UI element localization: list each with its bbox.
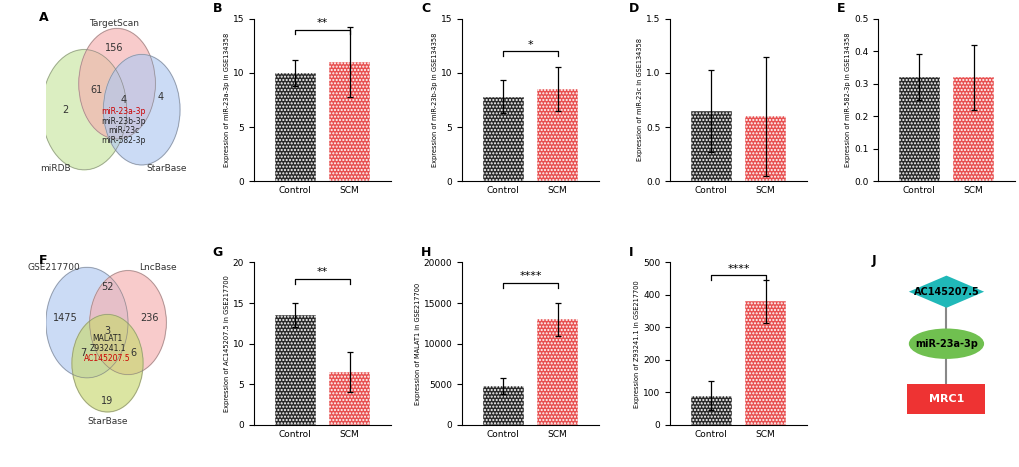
- Text: A: A: [39, 11, 49, 23]
- Ellipse shape: [46, 267, 128, 378]
- Bar: [690, 111, 732, 181]
- Bar: [482, 97, 524, 181]
- Ellipse shape: [71, 314, 143, 412]
- Ellipse shape: [103, 55, 179, 165]
- Text: miR-23a-3p: miR-23a-3p: [102, 107, 146, 116]
- Y-axis label: Expression of Z93241.1 in GSE217700: Expression of Z93241.1 in GSE217700: [634, 280, 640, 408]
- Ellipse shape: [42, 50, 126, 170]
- Bar: [952, 77, 994, 181]
- Text: miR-23b-3p: miR-23b-3p: [102, 117, 146, 126]
- Text: B: B: [213, 2, 222, 15]
- Text: 1475: 1475: [53, 313, 77, 323]
- Y-axis label: Expression of miR-23c in GSE134358: Expression of miR-23c in GSE134358: [637, 38, 643, 162]
- Bar: [744, 302, 786, 425]
- Y-axis label: Expression of miR-23b-3p in GSE134358: Expression of miR-23b-3p in GSE134358: [431, 33, 437, 167]
- Text: J: J: [870, 255, 875, 267]
- Text: MALAT1: MALAT1: [93, 334, 122, 343]
- Bar: [744, 116, 786, 181]
- Text: miR-23a-3p: miR-23a-3p: [914, 339, 977, 349]
- FancyBboxPatch shape: [907, 383, 984, 414]
- Bar: [482, 386, 524, 425]
- Text: 61: 61: [91, 85, 103, 95]
- Text: I: I: [629, 246, 633, 259]
- Text: StarBase: StarBase: [88, 417, 127, 426]
- Bar: [328, 372, 370, 425]
- Text: ****: ****: [727, 264, 749, 274]
- Bar: [690, 396, 732, 425]
- Bar: [898, 77, 940, 181]
- Text: C: C: [421, 2, 430, 15]
- Text: H: H: [421, 246, 431, 259]
- Bar: [274, 73, 316, 181]
- Text: 4: 4: [120, 95, 126, 105]
- Text: GSE217700: GSE217700: [28, 263, 81, 272]
- Y-axis label: Expression of AC145207.5 in GSE217700: Expression of AC145207.5 in GSE217700: [224, 275, 229, 412]
- Text: G: G: [213, 246, 223, 259]
- Text: TargetScan: TargetScan: [90, 19, 140, 28]
- Text: miRDB: miRDB: [40, 164, 70, 173]
- Text: AC145207.5: AC145207.5: [913, 287, 978, 297]
- Text: 19: 19: [101, 396, 113, 406]
- Text: *: *: [527, 40, 533, 50]
- Ellipse shape: [908, 328, 983, 359]
- Text: LncBase: LncBase: [140, 263, 176, 272]
- Ellipse shape: [78, 28, 155, 139]
- Text: miR-23c: miR-23c: [108, 126, 140, 135]
- Text: miR-582-3p: miR-582-3p: [102, 136, 146, 145]
- Bar: [536, 319, 578, 425]
- Text: 7: 7: [79, 348, 86, 359]
- Polygon shape: [908, 276, 983, 308]
- Text: E: E: [837, 2, 845, 15]
- Bar: [536, 89, 578, 181]
- Y-axis label: Expression of miR-23a-3p in GSE134358: Expression of miR-23a-3p in GSE134358: [224, 33, 229, 167]
- Text: StarBase: StarBase: [146, 164, 186, 173]
- Text: Z93241.1: Z93241.1: [89, 344, 125, 353]
- Text: **: **: [317, 18, 328, 28]
- Text: **: **: [317, 267, 328, 277]
- Text: 4: 4: [158, 92, 164, 102]
- Text: ****: ****: [519, 271, 541, 281]
- Y-axis label: Expression of miR-582-3p in GSE134358: Expression of miR-582-3p in GSE134358: [845, 33, 850, 167]
- Text: 2: 2: [62, 105, 68, 115]
- Text: D: D: [629, 2, 639, 15]
- Text: AC145207.5: AC145207.5: [85, 354, 130, 363]
- Text: 3: 3: [104, 325, 110, 336]
- Bar: [328, 62, 370, 181]
- Ellipse shape: [90, 270, 166, 375]
- Text: 52: 52: [101, 282, 114, 292]
- Text: 6: 6: [130, 348, 137, 359]
- Bar: [274, 315, 316, 425]
- Text: 236: 236: [141, 313, 159, 323]
- Y-axis label: Expression of MALAT1 in GSE217700: Expression of MALAT1 in GSE217700: [415, 283, 420, 405]
- Text: 156: 156: [105, 43, 123, 53]
- Text: F: F: [39, 255, 48, 267]
- Text: MRC1: MRC1: [928, 394, 963, 404]
